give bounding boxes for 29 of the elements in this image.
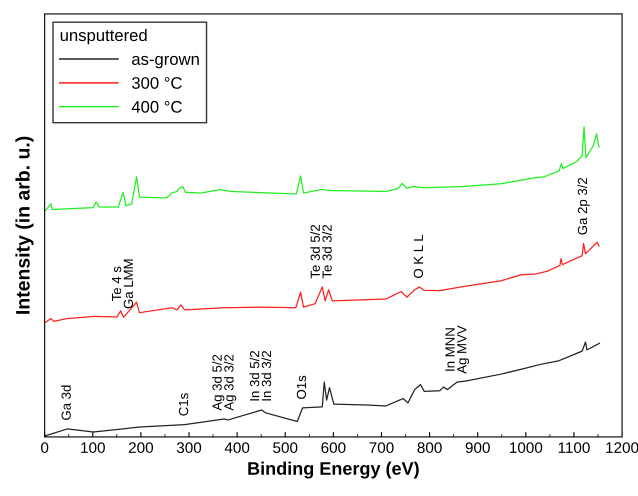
x-axis-title: Binding Energy (eV) bbox=[248, 462, 419, 479]
x-tick-label: 1000 bbox=[510, 442, 542, 454]
x-tick-label: 300 bbox=[176, 442, 202, 454]
annotation: O1s bbox=[296, 376, 306, 399]
annotation: In 3d 5/2 In 3d 3/2 bbox=[250, 350, 272, 400]
annotation: Ga 2p 3/2 bbox=[577, 178, 590, 235]
x-tick-label: 100 bbox=[81, 442, 105, 454]
annotation: Te 3d 5/2 Te 3d 3/2 bbox=[310, 225, 332, 278]
x-tick-label: 1100 bbox=[558, 442, 590, 454]
x-tick-label: 0 bbox=[41, 442, 48, 454]
x-tick-label: 200 bbox=[128, 442, 154, 454]
x-tick-label: 1200 bbox=[606, 442, 638, 454]
x-tick-label: 600 bbox=[321, 442, 346, 454]
annotation: Ga 3d bbox=[61, 385, 71, 420]
annotation: In MNN Ag MVV bbox=[445, 325, 470, 374]
x-tick-label: 500 bbox=[273, 442, 298, 454]
legend-label: 300 °C bbox=[132, 77, 182, 89]
annotation: Te 4 s Ga LMM bbox=[112, 259, 134, 308]
annotation: O K L L bbox=[414, 234, 424, 278]
annotation: C1s bbox=[178, 393, 188, 416]
legend-label: 400 °C bbox=[132, 100, 182, 113]
x-tick-label: 700 bbox=[370, 442, 394, 454]
legend-title: unsputtered bbox=[60, 28, 147, 44]
x-tick-label: 400 bbox=[224, 442, 250, 454]
x-tick-label: 800 bbox=[418, 442, 442, 454]
legend-label: as-grown bbox=[132, 56, 199, 68]
x-tick-label: 900 bbox=[466, 442, 490, 454]
y-axis-title: Intensity (in arb. u.) bbox=[15, 136, 34, 314]
annotation: Ag 3d 5/2 Ag 3d 3/2 bbox=[212, 354, 236, 411]
